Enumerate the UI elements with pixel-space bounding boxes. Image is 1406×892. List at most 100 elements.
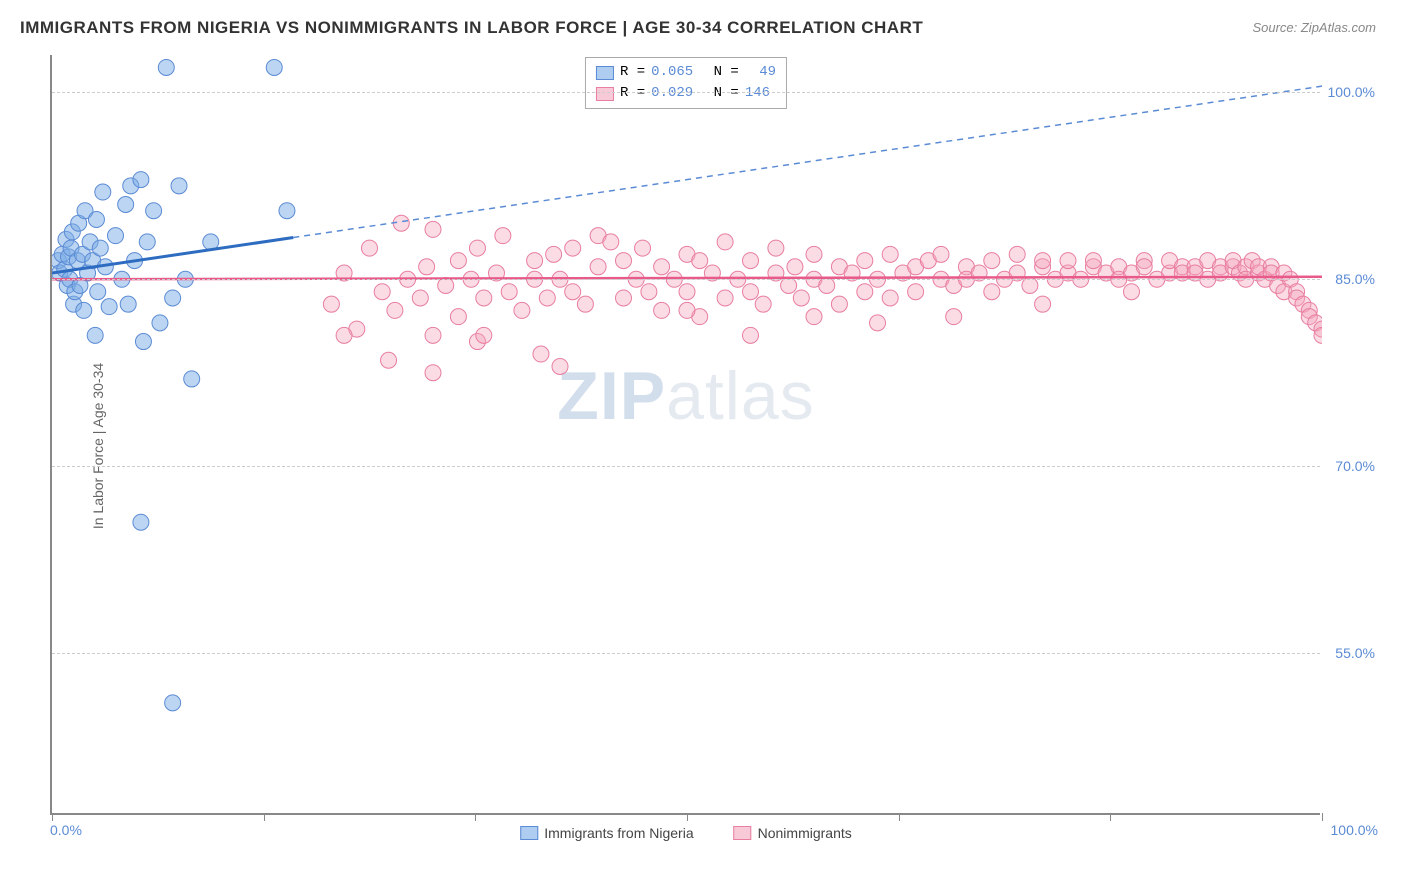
data-point-blue (101, 299, 117, 315)
y-tick-label: 55.0% (1335, 645, 1375, 661)
data-point-pink (565, 284, 581, 300)
data-point-pink (381, 352, 397, 368)
legend-row-blue: R = 0.065 N = 49 (596, 62, 776, 83)
x-tick (52, 813, 53, 821)
data-point-pink (533, 346, 549, 362)
data-point-pink (1136, 259, 1152, 275)
data-point-blue (146, 203, 162, 219)
x-tick (899, 813, 900, 821)
data-point-blue (118, 197, 134, 213)
data-point-pink (336, 327, 352, 343)
data-point-pink (768, 240, 784, 256)
data-point-blue (158, 59, 174, 75)
data-point-blue (135, 334, 151, 350)
legend-item-blue: Immigrants from Nigeria (520, 825, 693, 841)
data-point-blue (171, 178, 187, 194)
data-point-blue (133, 172, 149, 188)
data-point-pink (635, 240, 651, 256)
data-point-pink (679, 284, 695, 300)
data-point-blue (266, 59, 282, 75)
data-point-pink (984, 253, 1000, 269)
data-point-pink (1085, 253, 1101, 269)
data-point-pink (546, 246, 562, 262)
trend-line-blue-dashed (293, 86, 1322, 237)
data-point-pink (717, 234, 733, 250)
grid-line-h (52, 653, 1320, 654)
swatch-blue-icon (520, 826, 538, 840)
data-point-pink (527, 253, 543, 269)
data-point-pink (476, 327, 492, 343)
data-point-pink (501, 284, 517, 300)
data-point-pink (476, 290, 492, 306)
data-point-pink (755, 296, 771, 312)
data-point-pink (870, 315, 886, 331)
data-point-pink (857, 284, 873, 300)
data-point-pink (514, 302, 530, 318)
data-point-pink (806, 309, 822, 325)
grid-line-h (52, 466, 1320, 467)
data-point-pink (654, 259, 670, 275)
data-point-pink (469, 240, 485, 256)
source-label: Source: ZipAtlas.com (1252, 20, 1376, 35)
legend-series: Immigrants from Nigeria Nonimmigrants (520, 825, 852, 841)
data-point-pink (374, 284, 390, 300)
data-point-pink (425, 221, 441, 237)
data-point-blue (120, 296, 136, 312)
legend-item-pink: Nonimmigrants (734, 825, 852, 841)
x-tick (1110, 813, 1111, 821)
data-point-pink (387, 302, 403, 318)
data-point-pink (946, 309, 962, 325)
grid-line-h (52, 92, 1320, 93)
y-tick-label: 85.0% (1335, 271, 1375, 287)
data-point-pink (984, 284, 1000, 300)
data-point-pink (616, 253, 632, 269)
data-point-pink (425, 327, 441, 343)
x-tick (687, 813, 688, 821)
data-point-blue (152, 315, 168, 331)
data-point-pink (616, 290, 632, 306)
data-point-pink (1009, 246, 1025, 262)
swatch-pink-icon (596, 87, 614, 101)
data-point-pink (603, 234, 619, 250)
data-point-pink (362, 240, 378, 256)
data-point-pink (654, 302, 670, 318)
data-point-pink (565, 240, 581, 256)
data-point-blue (92, 240, 108, 256)
data-point-pink (1124, 284, 1140, 300)
data-point-pink (495, 228, 511, 244)
data-point-blue (76, 302, 92, 318)
data-point-blue (165, 290, 181, 306)
data-point-pink (450, 309, 466, 325)
data-point-blue (139, 234, 155, 250)
y-tick-label: 70.0% (1335, 458, 1375, 474)
data-point-pink (882, 290, 898, 306)
legend-stats: R = 0.065 N = 49 R = 0.029 N = 146 (585, 57, 787, 109)
data-point-blue (184, 371, 200, 387)
data-point-pink (425, 365, 441, 381)
data-point-blue (90, 284, 106, 300)
data-point-pink (539, 290, 555, 306)
x-tick-right: 100.0% (1331, 822, 1378, 838)
data-point-pink (743, 284, 759, 300)
data-point-pink (412, 290, 428, 306)
data-point-pink (908, 284, 924, 300)
data-point-pink (1035, 253, 1051, 269)
plot-area: ZIPatlas R = 0.065 N = 49 R = 0.029 N = … (50, 55, 1320, 815)
data-point-pink (793, 290, 809, 306)
swatch-pink-icon (734, 826, 752, 840)
grid-line-h (52, 279, 1320, 280)
data-point-pink (692, 253, 708, 269)
data-point-pink (590, 259, 606, 275)
data-point-pink (787, 259, 803, 275)
x-tick (475, 813, 476, 821)
legend-row-pink: R = 0.029 N = 146 (596, 83, 776, 104)
y-tick-label: 100.0% (1328, 84, 1375, 100)
data-point-pink (717, 290, 733, 306)
data-point-pink (323, 296, 339, 312)
data-point-pink (641, 284, 657, 300)
data-point-pink (806, 246, 822, 262)
data-point-blue (87, 327, 103, 343)
swatch-blue-icon (596, 66, 614, 80)
correlation-chart: IMMIGRANTS FROM NIGERIA VS NONIMMIGRANTS… (0, 0, 1406, 892)
data-point-pink (831, 296, 847, 312)
